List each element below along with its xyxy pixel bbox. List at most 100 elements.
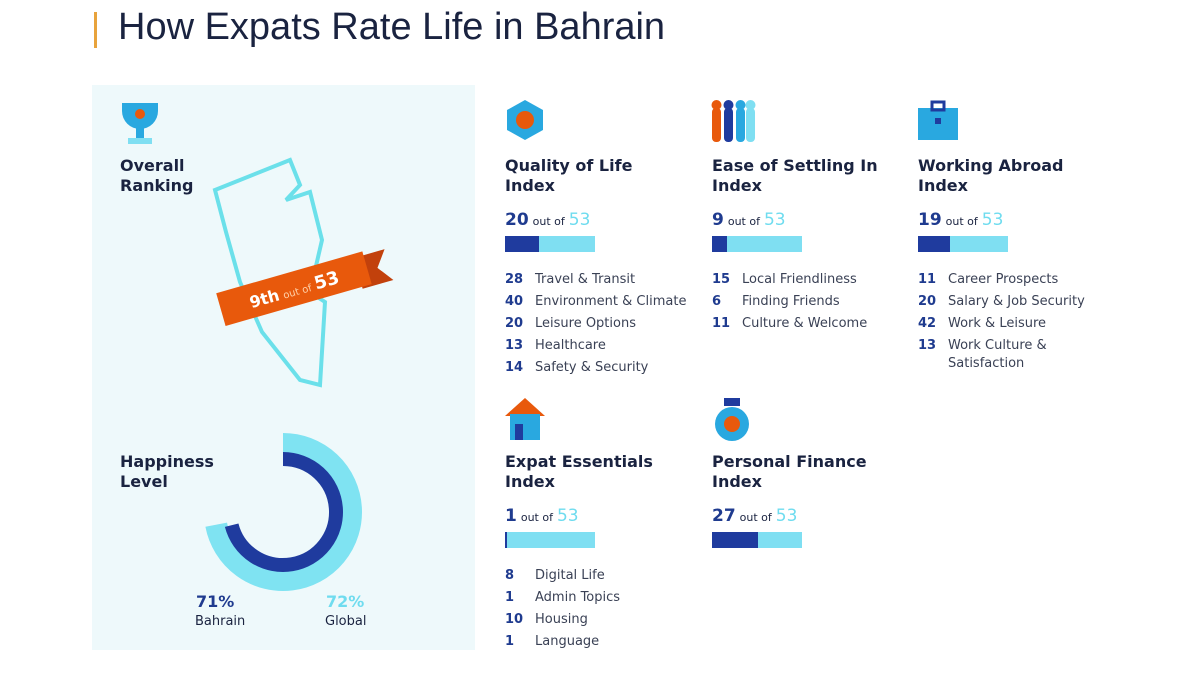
index-title: Index: [712, 176, 762, 195]
sub-index-rank: 11: [918, 272, 937, 287]
bahrain-name: Bahrain: [195, 614, 246, 629]
rank-bar-fill: [712, 236, 728, 252]
ribbon: 9thout of53: [216, 249, 394, 326]
rank-bar-track: [505, 236, 595, 252]
index-title: Index: [505, 176, 555, 195]
trophy-icon: [136, 128, 144, 138]
index-rank: 19 out of 53: [918, 210, 1003, 230]
sub-index-label: Career Prospects: [948, 272, 1059, 287]
index-icon: [724, 108, 733, 142]
index-total: 53: [556, 506, 579, 526]
index-rank: 1 out of 53: [505, 506, 579, 526]
sub-index-rank: 20: [505, 316, 524, 331]
sub-index-rank: 8: [505, 568, 515, 583]
index-icon: [930, 100, 946, 112]
trophy-icon: [135, 109, 145, 119]
index-icon: [724, 416, 740, 432]
index-total: 53: [763, 210, 786, 230]
sub-index-label: Leisure Options: [535, 316, 636, 331]
index-rank: 27 out of 53: [712, 506, 797, 526]
index-total: 53: [568, 210, 591, 230]
sub-index-rank: 13: [918, 338, 937, 353]
rank-bar-fill: [918, 236, 951, 252]
happiness-title: Level: [120, 472, 168, 491]
sub-index-rank: 15: [712, 272, 731, 287]
index-rank-value: 9: [712, 210, 724, 230]
out-of-text: out of: [739, 511, 772, 524]
index-rank: 20 out of 53: [505, 210, 590, 230]
index-title: Personal Finance: [712, 452, 867, 471]
title-accent: [94, 12, 97, 48]
index-title: Index: [712, 472, 762, 491]
sub-index-rank: 42: [918, 316, 937, 331]
out-of-text: out of: [727, 215, 760, 228]
global-name: Global: [325, 614, 367, 629]
index-icon: [736, 108, 745, 142]
bahrain-value: 71%: [196, 592, 235, 611]
out-of-text: out of: [945, 215, 978, 228]
rank-bar-fill: [505, 236, 539, 252]
rank-bar-fill: [505, 532, 507, 548]
index-rank-value: 20: [505, 210, 529, 230]
happiness-global-arc: [205, 433, 362, 591]
index-icon: [935, 118, 941, 124]
global-value: 72%: [326, 592, 365, 611]
happiness-bahrain-arc: [224, 452, 343, 572]
index-rank-value: 1: [505, 506, 517, 526]
sub-index-label: Work Culture & Satisfaction: [948, 338, 1047, 371]
sub-index-label: Work & Leisure: [948, 316, 1047, 331]
index-icon: [515, 424, 523, 440]
sub-index-rank: 20: [918, 294, 937, 309]
index-icon: [723, 100, 734, 110]
sub-index-rank: 1: [505, 634, 515, 649]
rank-bar-track: [918, 236, 1008, 252]
sub-index-label: Digital Life: [535, 568, 605, 583]
index-icon: [516, 111, 534, 129]
sub-index-rank: 13: [505, 338, 524, 353]
sub-index-rank: 28: [505, 272, 524, 287]
index-icon: [712, 108, 721, 142]
index-rank-value: 27: [712, 506, 736, 526]
index-rank-value: 19: [918, 210, 942, 230]
index-title: Index: [918, 176, 968, 195]
index-icon: [735, 100, 746, 110]
sub-index-rank: 40: [505, 294, 524, 309]
index-title: Working Abroad: [918, 156, 1064, 175]
rank-bar-fill: [712, 532, 758, 548]
index-total: 53: [775, 506, 798, 526]
index-icon: [746, 108, 755, 142]
out-of-text: out of: [532, 215, 565, 228]
sub-index-label: Language: [535, 634, 600, 649]
sub-index-label: Salary & Job Security: [948, 294, 1085, 309]
sub-index-rank: 14: [505, 360, 524, 375]
sub-index-label: Healthcare: [535, 338, 606, 353]
index-total: 53: [981, 210, 1004, 230]
sub-index-label: Travel & Transit: [535, 272, 636, 287]
rank-bar-track: [712, 532, 802, 548]
sub-index-label: Environment & Climate: [535, 294, 687, 309]
sub-index-label: Local Friendliness: [742, 272, 857, 287]
index-icon: [711, 100, 722, 110]
index-icon: [510, 414, 540, 440]
index-title: Ease of Settling In: [712, 156, 878, 175]
sub-index-label: Culture & Welcome: [742, 316, 868, 331]
index-rank: 9 out of 53: [712, 210, 786, 230]
left-panel: [92, 85, 475, 650]
sub-index-rank: 1: [505, 590, 515, 605]
sub-index-rank: 6: [712, 294, 722, 309]
overall-title: Ranking: [120, 176, 194, 195]
sub-index-rank: 11: [712, 316, 731, 331]
index-icon: [745, 100, 756, 110]
sub-index-label: Safety & Security: [535, 360, 649, 375]
trophy-icon: [128, 138, 152, 144]
index-title: Index: [505, 472, 555, 491]
sub-index-rank: 10: [505, 612, 524, 627]
index-title: Quality of Life: [505, 156, 633, 175]
index-icon: [724, 398, 740, 406]
sub-index-label: Admin Topics: [535, 590, 621, 605]
out-of-text: out of: [520, 511, 553, 524]
overall-title: Overall: [120, 156, 185, 175]
ribbon-body: [216, 251, 372, 326]
sub-index-label: Housing: [535, 612, 588, 627]
